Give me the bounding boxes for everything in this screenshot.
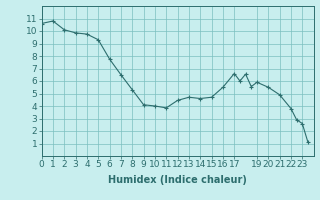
X-axis label: Humidex (Indice chaleur): Humidex (Indice chaleur) bbox=[108, 175, 247, 185]
